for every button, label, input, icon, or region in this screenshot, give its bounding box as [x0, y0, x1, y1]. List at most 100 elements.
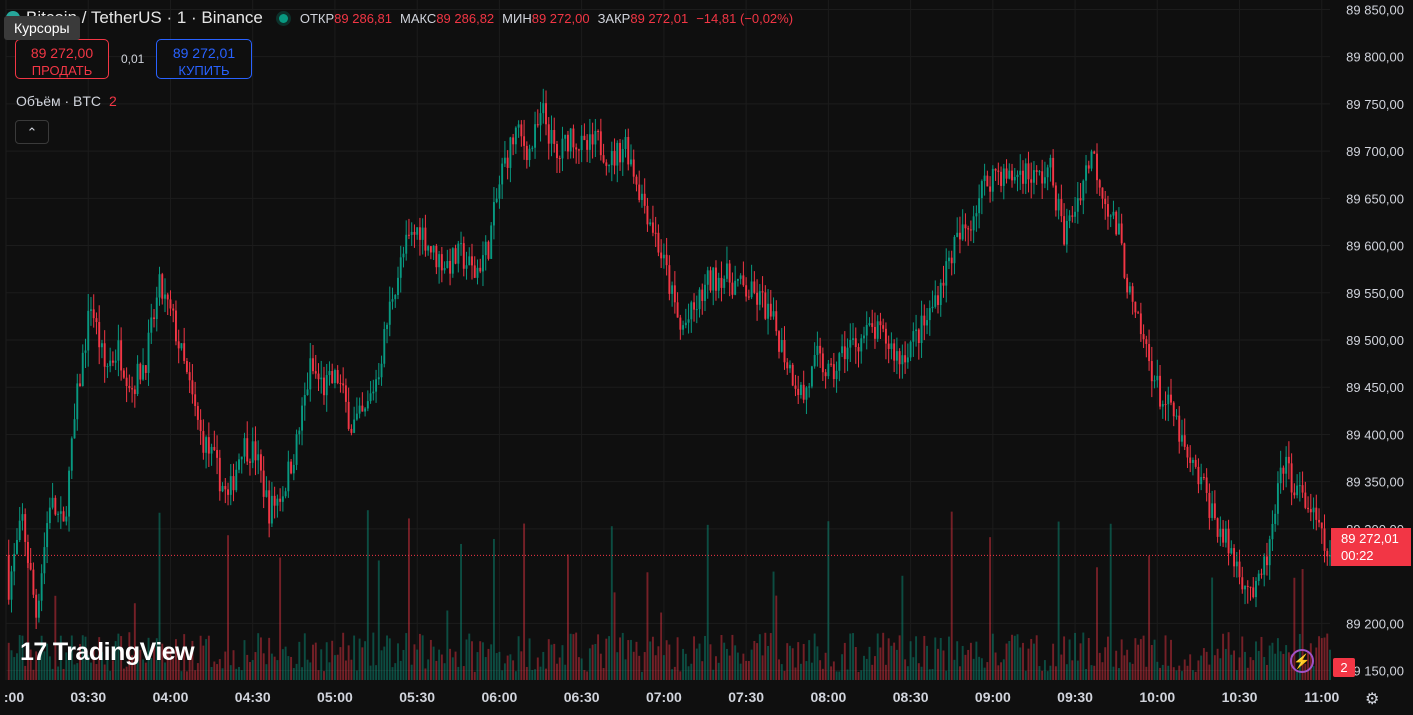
market-status-icon[interactable]: [278, 13, 288, 23]
volume-bar: [967, 649, 970, 680]
candle-body: [643, 193, 646, 206]
volume-bar: [155, 638, 158, 680]
volume-bar: [813, 633, 816, 680]
candle-body: [155, 297, 158, 320]
volume-bar: [188, 658, 191, 680]
candle-body: [780, 340, 783, 352]
candle-body: [1049, 157, 1052, 168]
volume-bar: [333, 655, 336, 680]
candle-body: [87, 310, 90, 351]
candle-body: [994, 168, 997, 171]
volume-bar: [948, 636, 950, 680]
volume-bar: [704, 635, 706, 680]
candle-body: [1101, 187, 1104, 199]
volume-bar: [432, 646, 435, 680]
event-count-badge[interactable]: 2: [1333, 658, 1355, 677]
candle-body: [756, 292, 759, 305]
candle-body: [528, 148, 531, 161]
volume-bar: [284, 646, 287, 680]
volume-bar: [884, 664, 887, 680]
candle-body: [553, 129, 556, 144]
volume-bar: [994, 652, 997, 680]
volume-bar: [383, 646, 386, 680]
candle-body: [997, 170, 1000, 172]
chevron-up-icon[interactable]: ⌃: [15, 120, 49, 144]
candle-body: [624, 137, 627, 150]
candle-body: [251, 441, 254, 463]
volume-bar: [451, 657, 454, 680]
candle-body: [605, 162, 608, 166]
candle-body: [479, 267, 482, 272]
cursor-tooltip: Курсоры: [4, 16, 80, 40]
time-tick-label: 10:00: [1139, 689, 1175, 705]
volume-bar: [682, 648, 685, 680]
volume-bar: [830, 666, 833, 680]
candle-body: [816, 345, 819, 355]
candle-body: [109, 360, 112, 367]
volume-bar: [210, 666, 213, 680]
volume-bar: [125, 666, 128, 680]
sell-button[interactable]: 89 272,00 ПРОДАТЬ: [15, 39, 109, 79]
last-price-value: 89 272,01: [1341, 531, 1399, 546]
candle-body: [435, 245, 438, 268]
lightning-icon[interactable]: ⚡: [1290, 649, 1314, 673]
volume-bar: [70, 635, 73, 680]
symbol-name[interactable]: Bitcoin / TetherUS · 1 · Binance: [26, 8, 263, 27]
volume-bar: [1098, 652, 1101, 680]
volume-bar: [695, 648, 698, 680]
volume-bar: [547, 639, 550, 680]
candle-body: [207, 437, 210, 454]
candle-body: [588, 134, 591, 150]
candle-body: [495, 198, 498, 203]
volume-bar: [1065, 664, 1068, 680]
volume-bar: [673, 666, 676, 680]
volume-bar: [1060, 654, 1063, 680]
candle-body: [876, 321, 879, 339]
volume-bar: [1054, 666, 1057, 680]
volume-bar: [934, 637, 937, 680]
candle-body: [926, 320, 929, 326]
buy-button[interactable]: 89 272,01 КУПИТЬ: [156, 39, 252, 79]
candle-body: [10, 571, 13, 600]
candle-body: [917, 329, 920, 343]
candle-body: [147, 332, 150, 373]
candle-body: [262, 470, 265, 497]
candle-body: [57, 513, 60, 515]
candle-body: [868, 323, 871, 326]
volume-bar: [1219, 658, 1222, 680]
candle-body: [723, 278, 726, 288]
candle-body: [26, 541, 29, 563]
candle-body: [386, 324, 388, 330]
volume-bar: [169, 649, 172, 680]
candle-body: [736, 278, 739, 281]
volume-bar: [235, 668, 238, 680]
candle-body: [1123, 243, 1126, 278]
tradingview-logo: 17 TradingView: [20, 638, 195, 667]
candle-body: [520, 124, 523, 137]
volume-bar: [520, 651, 523, 680]
volume-bar: [772, 571, 775, 680]
volume-bar: [569, 633, 572, 680]
volume-legend[interactable]: Объём · BTC 2: [16, 93, 117, 109]
volume-bar: [989, 537, 992, 680]
candle-body: [169, 299, 172, 309]
countdown-value: 00:22: [1341, 548, 1374, 563]
symbol-header: Bitcoin / TetherUS · 1 · Binance ОТКР 89 …: [6, 8, 793, 28]
volume-bar: [40, 635, 43, 680]
volume-bar: [90, 662, 92, 680]
candle-body: [492, 202, 495, 226]
candle-body: [443, 267, 446, 271]
volume-bar: [185, 671, 188, 680]
volume-bar: [928, 669, 931, 680]
candle-body: [687, 319, 690, 323]
volume-bar: [1172, 667, 1175, 680]
volume-bar: [953, 659, 956, 680]
candle-body: [531, 147, 534, 149]
price-tick-label: 89 850,00: [1346, 2, 1404, 17]
settings-icon[interactable]: ⚙: [1365, 691, 1380, 708]
volume-bar: [1085, 668, 1087, 680]
candle-body: [172, 308, 175, 311]
volume-bar: [1241, 636, 1244, 680]
volume-bar: [273, 656, 276, 680]
